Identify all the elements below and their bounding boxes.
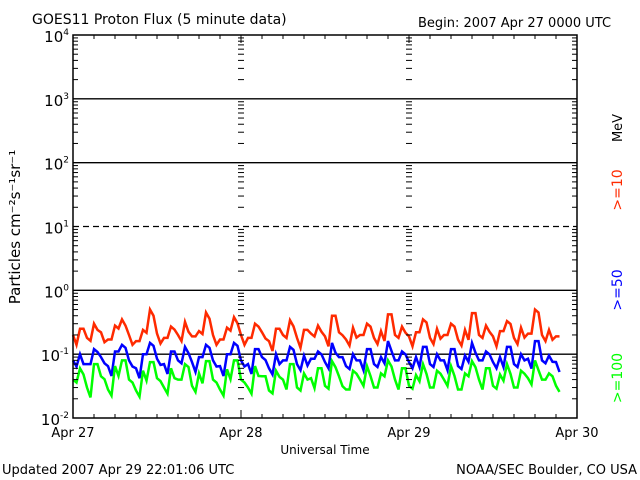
legend-gt100: >=100 bbox=[610, 353, 626, 403]
credit: NOAA/SEC Boulder, CO USA bbox=[456, 463, 637, 478]
x-tick-label: Apr 30 bbox=[555, 426, 598, 441]
chart-subtitle: Begin: 2007 Apr 27 0000 UTC bbox=[418, 16, 611, 31]
y-tick-label: 10-1 bbox=[41, 347, 69, 365]
legend-gt50: >=50 bbox=[610, 269, 626, 310]
legend-gt10: >=10 bbox=[610, 169, 626, 210]
series-line-0 bbox=[71, 305, 560, 353]
unit-label: MeV bbox=[611, 114, 626, 142]
x-tick-label: Apr 27 bbox=[51, 426, 94, 441]
y-tick-label: 10-2 bbox=[41, 411, 69, 429]
x-tick-label: Apr 28 bbox=[219, 426, 262, 441]
y-tick-label: 101 bbox=[44, 220, 69, 238]
series-line-2 bbox=[72, 356, 561, 401]
series-line-1 bbox=[71, 338, 561, 379]
y-tick-label: 104 bbox=[44, 28, 69, 46]
x-tick-label: Apr 29 bbox=[387, 426, 430, 441]
y-axis-label: Particles cm⁻²s⁻¹sr⁻¹ bbox=[6, 150, 24, 304]
x-axis-label: Universal Time bbox=[280, 443, 369, 457]
grid bbox=[73, 98, 577, 355]
chart-title: GOES11 Proton Flux (5 minute data) bbox=[32, 12, 287, 28]
series-group bbox=[71, 305, 561, 401]
updated-timestamp: Updated 2007 Apr 29 22:01:06 UTC bbox=[2, 463, 234, 478]
y-tick-label: 103 bbox=[44, 92, 69, 110]
y-tick-label: 102 bbox=[44, 156, 69, 174]
y-tick-label: 100 bbox=[44, 283, 69, 301]
